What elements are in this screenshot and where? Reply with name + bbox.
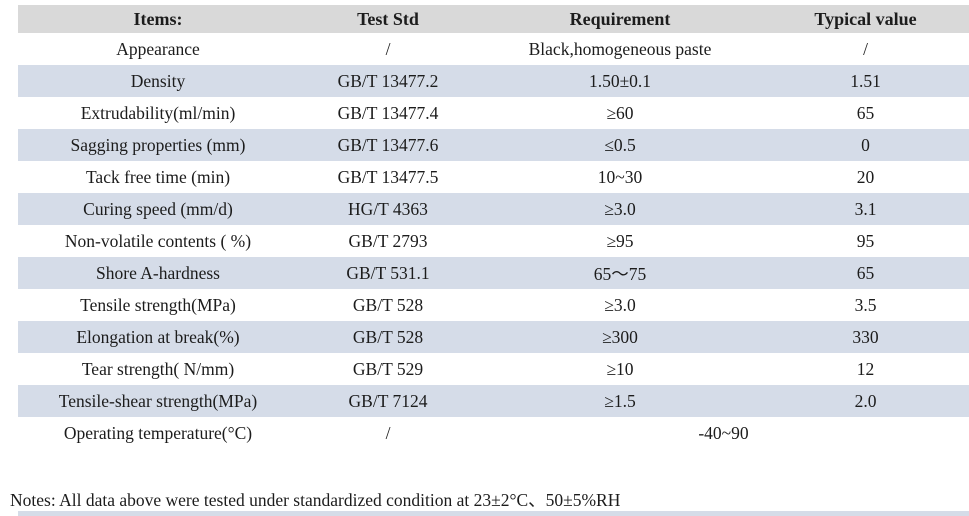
header-requirement: Requirement <box>478 5 762 33</box>
notes-text: Notes: All data above were tested under … <box>10 490 621 510</box>
std-cell: GB/T 13477.5 <box>337 166 439 187</box>
item-cell: Non-volatile contents ( %) <box>64 230 252 251</box>
req-cell: ≥60 <box>606 102 634 123</box>
typ-cell: 65 <box>856 102 875 123</box>
item-cell: Extrudability(ml/min) <box>80 102 236 123</box>
item-cell: Tear strength( N/mm) <box>81 358 235 379</box>
table-body: Appearance / Black,homogeneous paste / Densi… <box>18 33 969 449</box>
table-row: Tear strength( N/mm) GB/T 529 ≥10 12 <box>18 353 969 385</box>
item-cell: Appearance <box>116 38 200 59</box>
typ-cell: 330 <box>762 321 969 353</box>
typ-cell: 1.51 <box>762 65 969 97</box>
std-cell: GB/T 529 <box>352 358 424 379</box>
req-cell: ≥300 <box>478 321 762 353</box>
table-row: Operating temperature(°C) / -40~90 <box>18 417 969 449</box>
item-cell: Tack free time (min) <box>85 166 231 187</box>
item-cell: Sagging properties (mm) <box>18 129 298 161</box>
std-cell: / <box>385 422 391 443</box>
std-cell: GB/T 528 <box>352 294 424 315</box>
typ-cell: 3.5 <box>854 294 877 315</box>
typ-cell: 0 <box>762 129 969 161</box>
table-row: Appearance / Black,homogeneous paste / <box>18 33 969 65</box>
std-cell: GB/T 2793 <box>348 230 428 251</box>
table-row: Tensile-shear strength(MPa) GB/T 7124 ≥1.5… <box>18 385 969 417</box>
header-row: Items: Test Std Requirement Typical valu… <box>18 5 969 33</box>
req-cell: ≥3.0 <box>604 294 636 315</box>
table-row: Non-volatile contents ( %) GB/T 2793 ≥95 95 <box>18 225 969 257</box>
item-cell: Tensile strength(MPa) <box>80 294 236 315</box>
typ-cell: 3.1 <box>762 193 969 225</box>
std-cell: GB/T 13477.6 <box>298 129 478 161</box>
table-row: Tack free time (min) GB/T 13477.5 10~30 20 <box>18 161 969 193</box>
std-cell: GB/T 528 <box>298 321 478 353</box>
typ-cell: 2.0 <box>762 385 969 417</box>
req-cell: ≥10 <box>606 358 634 379</box>
req-cell: Black,homogeneous paste <box>528 38 712 59</box>
std-cell: / <box>385 38 391 59</box>
item-cell: Density <box>18 65 298 97</box>
typ-cell: / <box>863 38 868 59</box>
req-cell: 65～75 <box>478 257 762 289</box>
header-items: Items: <box>18 5 298 33</box>
table-row: Sagging properties (mm) GB/T 13477.6 ≤0.5 0 <box>18 129 969 161</box>
item-cell: Shore A-hardness <box>18 257 298 289</box>
std-cell: GB/T 531.1 <box>298 257 478 289</box>
table-header: Items: Test Std Requirement Typical valu… <box>18 5 969 33</box>
req-cell: -40~90 <box>698 422 749 443</box>
typ-cell: 12 <box>856 358 875 379</box>
next-table-partial-row <box>18 511 969 516</box>
typ-cell: 65 <box>762 257 969 289</box>
std-cell: GB/T 13477.4 <box>337 102 439 123</box>
typ-cell: 20 <box>856 166 875 187</box>
req-cell: ≥3.0 <box>478 193 762 225</box>
spec-table: Items: Test Std Requirement Typical valu… <box>18 5 969 449</box>
std-cell: HG/T 4363 <box>298 193 478 225</box>
header-test-std: Test Std <box>298 5 478 33</box>
req-cell: 10~30 <box>597 166 643 187</box>
item-cell: Operating temperature(°C) <box>63 422 253 443</box>
req-cell: 1.50±0.1 <box>478 65 762 97</box>
req-cell: ≥95 <box>606 230 634 251</box>
table-row: Extrudability(ml/min) GB/T 13477.4 ≥60 65 <box>18 97 969 129</box>
table-row: Elongation at break(%) GB/T 528 ≥300 330 <box>18 321 969 353</box>
req-cell: ≥1.5 <box>478 385 762 417</box>
table-row: Density GB/T 13477.2 1.50±0.1 1.51 <box>18 65 969 97</box>
table-row: Curing speed (mm/d) HG/T 4363 ≥3.0 3.1 <box>18 193 969 225</box>
std-cell: GB/T 7124 <box>298 385 478 417</box>
item-cell: Curing speed (mm/d) <box>18 193 298 225</box>
std-cell: GB/T 13477.2 <box>298 65 478 97</box>
req-cell: ≤0.5 <box>478 129 762 161</box>
typ-cell: 95 <box>856 230 875 251</box>
item-cell: Tensile-shear strength(MPa) <box>18 385 298 417</box>
table-row: Shore A-hardness GB/T 531.1 65～75 65 <box>18 257 969 289</box>
item-cell: Elongation at break(%) <box>18 321 298 353</box>
header-typical-value: Typical value <box>762 5 969 33</box>
table-row: Tensile strength(MPa) GB/T 528 ≥3.0 3.5 <box>18 289 969 321</box>
